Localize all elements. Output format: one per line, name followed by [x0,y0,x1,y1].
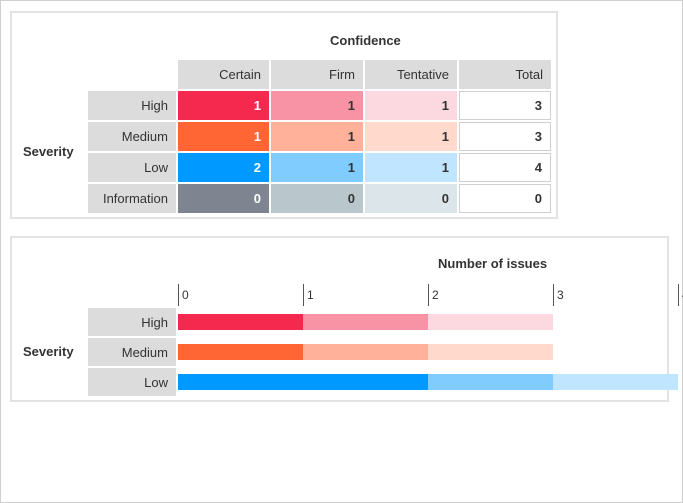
cell-high-tentative: 1 [365,91,457,120]
cell-low-tentative: 1 [365,153,457,182]
bar-low-firm [428,374,553,390]
chart-row-axis-label: Severity [23,344,74,359]
x-tick-label-1: 1 [307,288,314,302]
cell-information-firm: 0 [271,184,363,213]
x-tick-label-0: 0 [182,288,189,302]
column-header-certain: Certain [178,60,269,89]
row-label-high: High [88,91,176,120]
x-tick-label-2: 2 [432,288,439,302]
chart-row-label-low: Low [88,368,176,396]
issues-chart-panel: Number of issues Severity 01234HighMediu… [10,236,683,402]
x-tick-2 [428,284,429,306]
cell-medium-firm: 1 [271,122,363,151]
cell-low-certain: 2 [178,153,269,182]
chart-row-label-high: High [88,308,176,336]
bar-medium-tentative [428,344,553,360]
column-header-firm: Firm [271,60,363,89]
cell-medium-total: 3 [459,122,551,151]
bar-low-tentative [553,374,678,390]
cell-high-total: 3 [459,91,551,120]
x-tick-3 [553,284,554,306]
table-row-axis-label: Severity [23,144,74,159]
bar-high-firm [303,314,428,330]
severity-confidence-table-panel: Confidence Severity Certain Firm Tentative… [10,11,558,219]
bar-medium-certain [178,344,303,360]
row-label-medium: Medium [88,122,176,151]
chart-row-label-medium: Medium [88,338,176,366]
cell-information-total: 0 [459,184,551,213]
bar-medium-firm [303,344,428,360]
column-header-tentative: Tentative [365,60,457,89]
row-label-low: Low [88,153,176,182]
cell-low-total: 4 [459,153,551,182]
column-header-total: Total [459,60,551,89]
bar-low-certain [178,374,428,390]
cell-high-certain: 1 [178,91,269,120]
cell-medium-tentative: 1 [365,122,457,151]
cell-medium-certain: 1 [178,122,269,151]
cell-information-certain: 0 [178,184,269,213]
cell-information-tentative: 0 [365,184,457,213]
x-tick-label-3: 3 [557,288,564,302]
chart-title: Number of issues [438,256,548,271]
bar-high-tentative [428,314,553,330]
row-label-information: Information [88,184,176,213]
x-tick-0 [178,284,179,306]
x-tick-4 [678,284,679,306]
bar-high-certain [178,314,303,330]
cell-low-firm: 1 [271,153,363,182]
cell-high-firm: 1 [271,91,363,120]
x-tick-1 [303,284,304,306]
table-title: Confidence [330,33,401,48]
